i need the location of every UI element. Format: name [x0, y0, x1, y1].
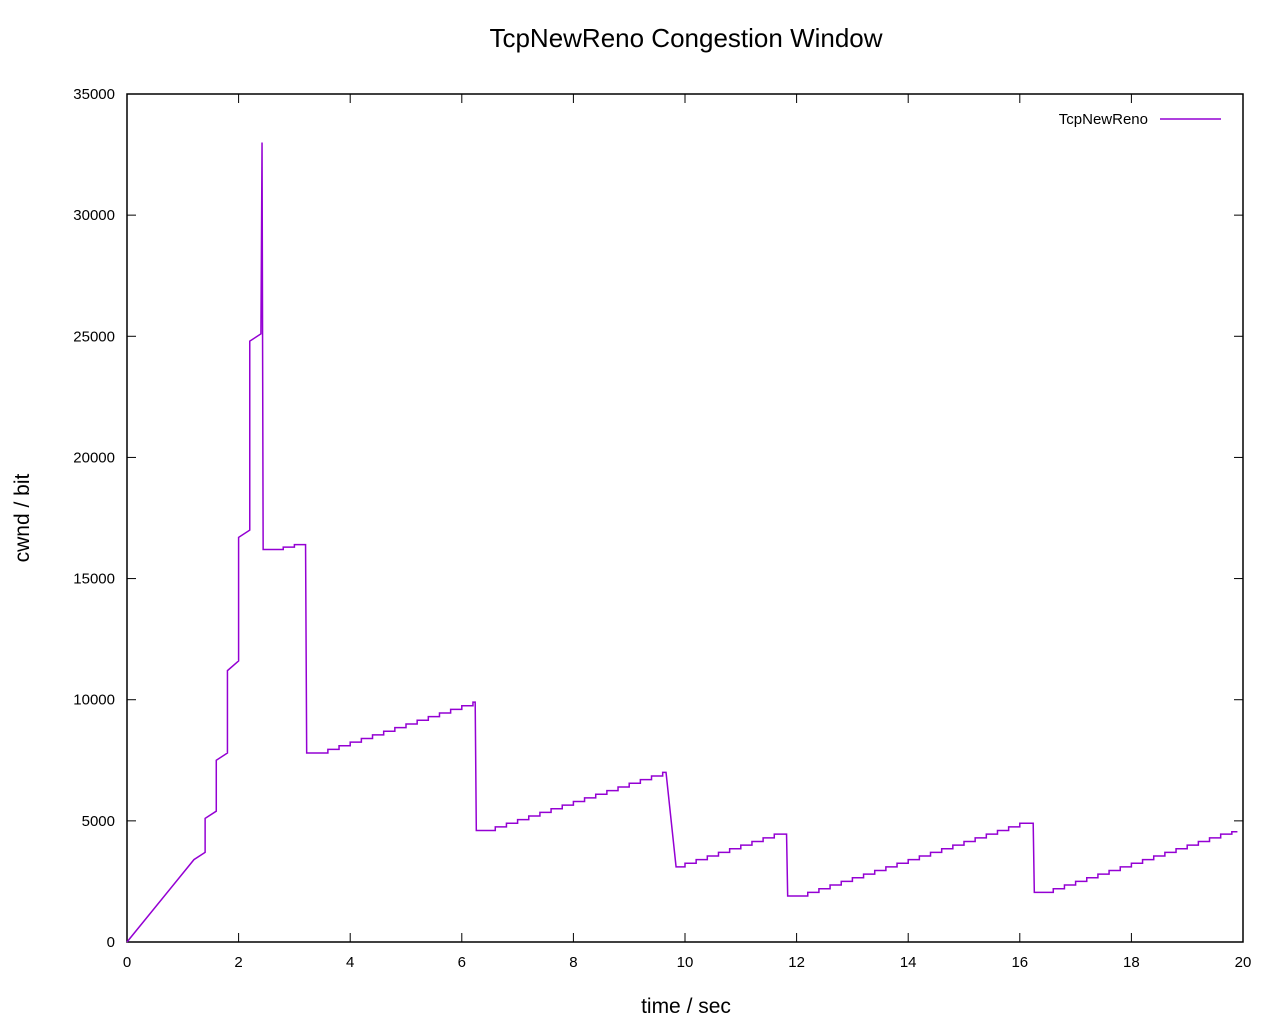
x-tick-label: 4: [346, 954, 354, 971]
y-tick-label: 0: [107, 934, 115, 951]
y-tick-label: 35000: [73, 86, 115, 103]
chart-title: TcpNewReno Congestion Window: [489, 23, 882, 53]
series-layer: [126, 142, 1238, 943]
x-tick-label: 14: [900, 954, 917, 971]
y-tick-label: 25000: [73, 328, 115, 345]
y-tick-label: 20000: [73, 449, 115, 466]
x-tick-label: 6: [458, 954, 466, 971]
x-tick-label: 18: [1123, 954, 1140, 971]
legend: TcpNewReno: [1059, 111, 1221, 128]
series-line-tcpnewreno: [126, 142, 1238, 943]
x-tick-label: 8: [569, 954, 577, 971]
x-axis-label: time / sec: [641, 995, 731, 1018]
y-tick-label: 10000: [73, 692, 115, 709]
x-tick-label: 16: [1011, 954, 1028, 971]
x-tick-label: 12: [788, 954, 805, 971]
plot-frame: [126, 93, 1244, 943]
y-tick-label: 30000: [73, 207, 115, 224]
y-tick-label: 15000: [73, 571, 115, 588]
x-tick-label: 10: [677, 954, 694, 971]
x-tick-label: 20: [1235, 954, 1252, 971]
legend-label-tcpnewreno: TcpNewReno: [1059, 111, 1148, 128]
y-tick-label: 5000: [82, 813, 115, 830]
y-axis-label: cwnd / bit: [11, 473, 34, 562]
y-axis: 0 5000 10000 15000 20000 25000 30000 35000: [73, 86, 1243, 951]
x-axis: 0 2 4 6 8 10 12 14 16 18 20: [123, 94, 1252, 971]
x-tick-label: 2: [234, 954, 242, 971]
x-tick-label: 0: [123, 954, 131, 971]
